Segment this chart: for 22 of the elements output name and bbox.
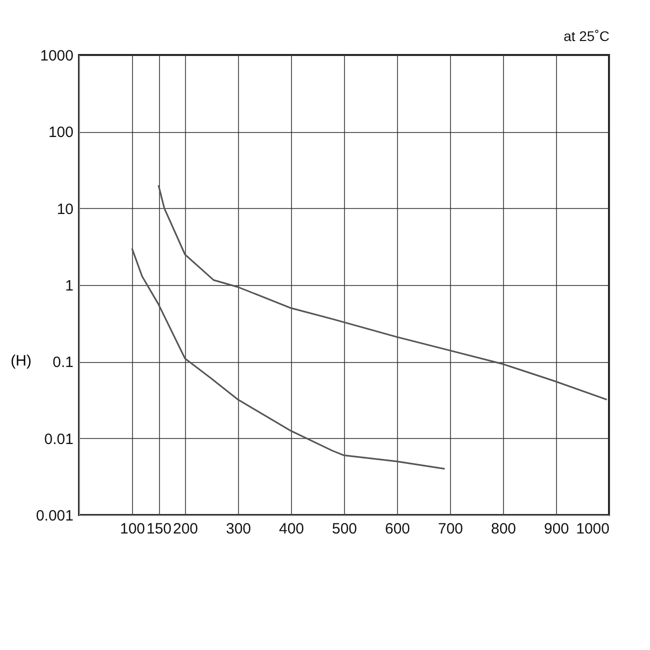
x-tick-label: 800 [490, 520, 516, 538]
x-tick-label: 400 [278, 520, 304, 538]
x-tick-label: 200 [172, 520, 198, 538]
x-tick-label: 300 [226, 520, 252, 538]
x-tick-label: 150 [146, 520, 172, 538]
x-tick-label: 1000 [576, 520, 610, 538]
y-tick-label: 100 [48, 124, 74, 142]
y-tick-label: 0.1 [52, 354, 74, 372]
y-tick-label: 10 [56, 200, 74, 218]
x-tick-label: 100 [120, 520, 146, 538]
y-tick-label: 1000 [40, 48, 74, 64]
y-tick-label: 0.01 [44, 430, 74, 448]
y-tick-label: 0.001 [36, 508, 74, 524]
line-series [131, 248, 446, 470]
line-series [158, 184, 608, 400]
y-axis-title: (H) [10, 352, 32, 370]
x-tick-label: 600 [384, 520, 410, 538]
x-tick-label: 900 [544, 520, 570, 538]
text: at 25˚C [564, 28, 610, 44]
y-tick-label: 1 [65, 278, 74, 294]
x-tick-label: 700 [438, 520, 464, 538]
x-tick-label: 500 [332, 520, 358, 538]
